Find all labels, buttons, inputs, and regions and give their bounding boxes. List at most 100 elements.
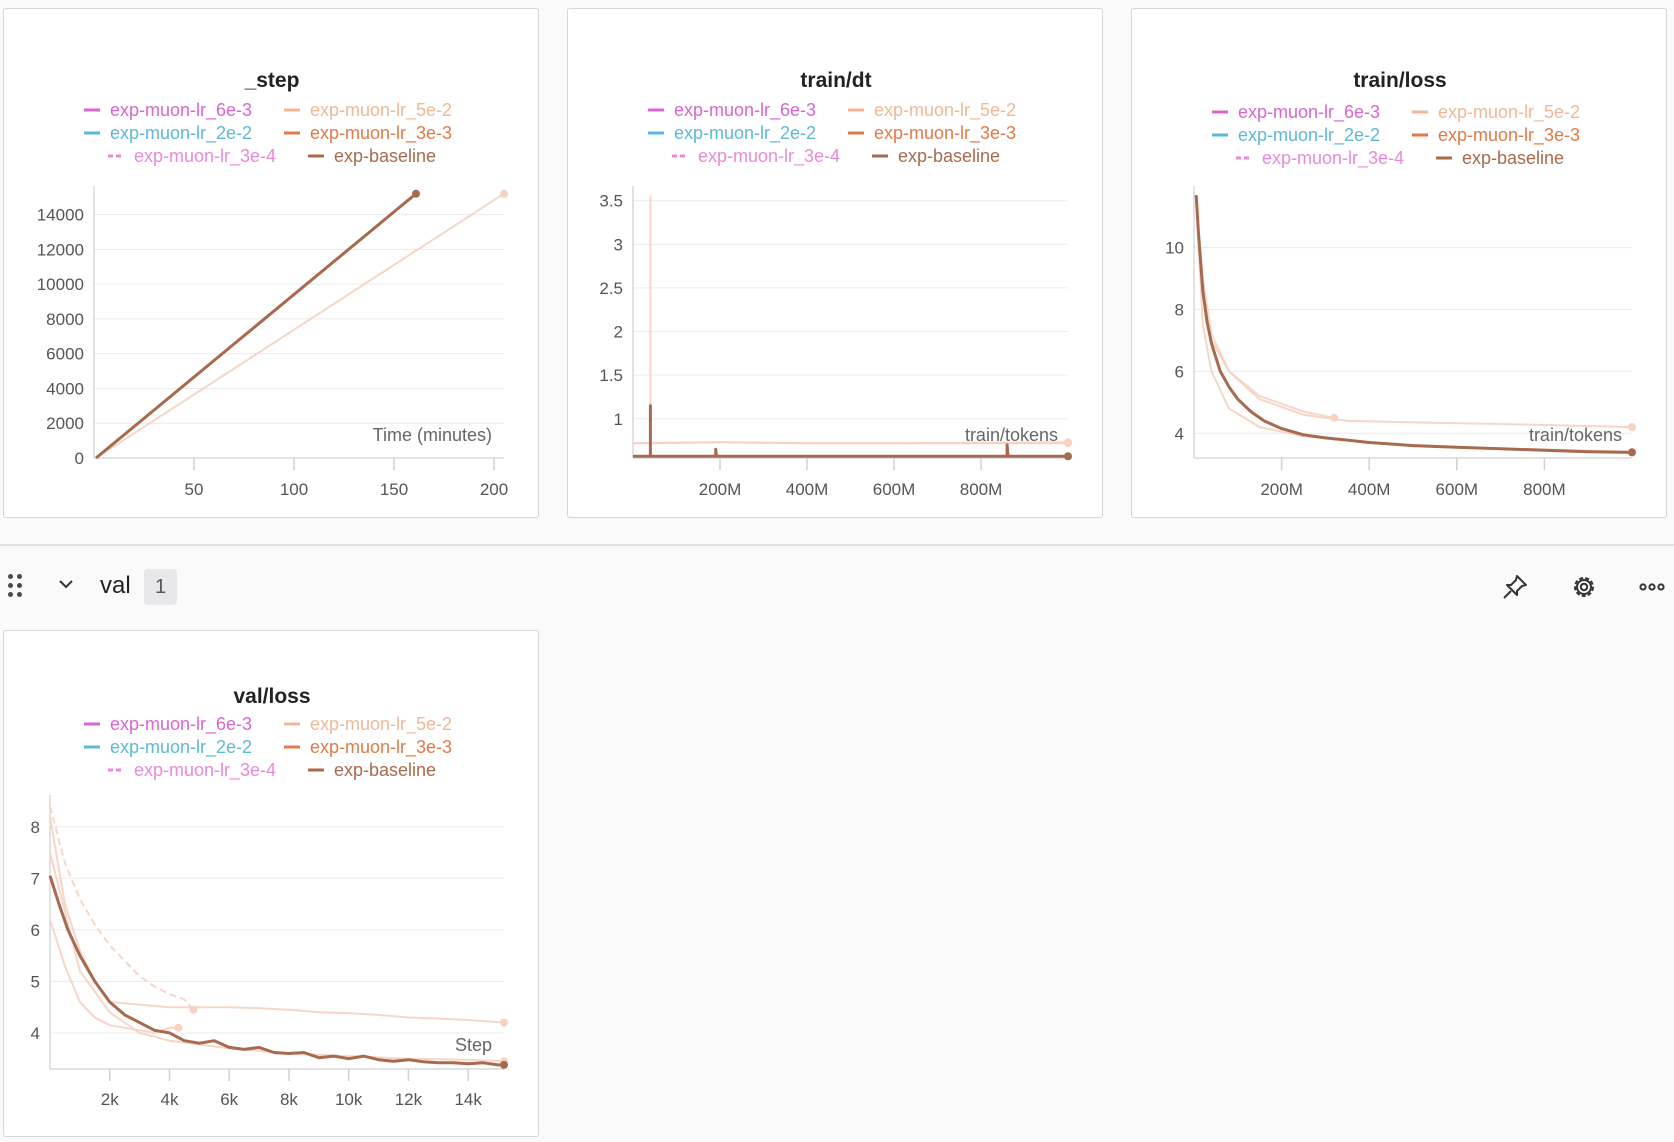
legend-item: exp-muon-lr_3e-4: [672, 146, 840, 167]
x-axis-label: Time (minutes): [373, 425, 492, 445]
series-end-point: [174, 1023, 183, 1032]
legend-item: exp-muon-lr_2e-2: [84, 123, 252, 144]
chart-panel-step[interactable]: _step exp-muon-lr_6e-3 exp-muon-lr_5e-2 exp…: [3, 8, 539, 518]
x-tick-label: 600M: [873, 480, 916, 499]
chart-val-loss: val/loss exp-muon-lr_6e-3 exp-muon-lr_5e-2…: [31, 685, 508, 1109]
x-tick-label: 100: [280, 480, 308, 499]
y-tick-label: 4000: [46, 379, 84, 398]
legend-label: exp-muon-lr_5e-2: [874, 100, 1016, 121]
legend-label: exp-muon-lr_6e-3: [110, 100, 252, 121]
legend-label: exp-muon-lr_2e-2: [674, 123, 816, 144]
x-tick-label: 10k: [335, 1090, 363, 1109]
chevron-down-icon[interactable]: [56, 574, 76, 594]
chart-panel-val-loss[interactable]: val/loss exp-muon-lr_6e-3 exp-muon-lr_5e-2…: [3, 630, 539, 1137]
x-tick-label: 800M: [1523, 480, 1566, 499]
x-tick-label: 8k: [280, 1090, 298, 1109]
legend-item: exp-muon-lr_2e-2: [84, 737, 252, 758]
series-end-point: [412, 189, 420, 198]
legend-item: exp-muon-lr_6e-3: [1212, 102, 1380, 123]
chart-train-dt: train/dt exp-muon-lr_6e-3 exp-muon-lr_5e-2…: [599, 69, 1072, 499]
series-line-exp-muon-lr_5e-2: [49, 816, 505, 1024]
x-tick-label: 2k: [101, 1090, 119, 1109]
chart-title: val/loss: [233, 685, 310, 708]
drag-handle-icon[interactable]: [8, 574, 24, 598]
y-tick-label: 4: [1175, 424, 1184, 443]
section-divider: [0, 544, 1674, 546]
legend-item: exp-muon-lr_3e-4: [108, 760, 276, 781]
chart-title: _step: [244, 69, 300, 92]
series-end-point: [1628, 448, 1636, 457]
y-tick-label: 2000: [46, 414, 84, 433]
legend-item: exp-muon-lr_6e-3: [84, 714, 252, 735]
y-tick-label: 2: [614, 323, 623, 342]
series-end-point: [1330, 413, 1339, 422]
y-tick-label: 6: [1175, 362, 1184, 381]
gear-icon[interactable]: [1569, 572, 1599, 602]
panel-count-badge: 1: [144, 569, 177, 605]
legend-item: exp-muon-lr_2e-2: [648, 123, 816, 144]
x-tick-label: 150: [380, 480, 408, 499]
x-tick-label: 200: [480, 480, 508, 499]
series-line-exp-muon-lr_6e-3: [49, 852, 505, 1063]
legend-item: exp-baseline: [308, 760, 436, 780]
legend-item: exp-muon-lr_6e-3: [648, 100, 816, 121]
section-title[interactable]: val: [100, 572, 131, 599]
legend-label: exp-muon-lr_5e-2: [1438, 102, 1580, 123]
legend-label: exp-muon-lr_2e-2: [110, 123, 252, 144]
legend-item: exp-muon-lr_5e-2: [284, 714, 452, 735]
y-tick-label: 0: [75, 449, 84, 468]
legend-item: exp-muon-lr_3e-4: [108, 146, 276, 167]
legend-label: exp-muon-lr_3e-4: [134, 146, 276, 167]
legend-item: exp-baseline: [872, 146, 1000, 166]
x-axis-label: train/tokens: [965, 425, 1058, 445]
series-line-exp-muon-lr_2e-2: [1195, 201, 1633, 453]
x-tick-label: 200M: [1260, 480, 1303, 499]
y-tick-label: 4: [31, 1024, 40, 1043]
legend-item: exp-baseline: [1436, 148, 1564, 168]
legend-label: exp-baseline: [1462, 148, 1564, 168]
chart-panel-train-dt[interactable]: train/dt exp-muon-lr_6e-3 exp-muon-lr_5e-2…: [567, 8, 1103, 518]
legend-label: exp-muon-lr_2e-2: [110, 737, 252, 758]
legend-label: exp-muon-lr_3e-4: [134, 760, 276, 781]
y-tick-label: 12000: [37, 240, 84, 259]
legend-label: exp-muon-lr_5e-2: [310, 714, 452, 735]
legend-label: exp-muon-lr_3e-3: [1438, 125, 1580, 146]
legend-label: exp-muon-lr_6e-3: [1238, 102, 1380, 123]
y-tick-label: 8: [1175, 301, 1184, 320]
chart-panel-train-loss[interactable]: train/loss exp-muon-lr_6e-3 exp-muon-lr_5e…: [1131, 8, 1667, 518]
series-line-exp-muon-lr_5e-2: [1195, 201, 1633, 429]
legend-item: exp-muon-lr_5e-2: [848, 100, 1016, 121]
legend-label: exp-muon-lr_2e-2: [1238, 125, 1380, 146]
y-tick-label: 5: [31, 972, 40, 991]
legend-item: exp-muon-lr_3e-3: [284, 123, 452, 144]
chart-step: _step exp-muon-lr_6e-3 exp-muon-lr_5e-2exp…: [37, 69, 508, 499]
legend-item: exp-muon-lr_3e-3: [1412, 125, 1580, 146]
more-icon[interactable]: [1637, 572, 1667, 602]
y-tick-label: 10000: [37, 275, 84, 294]
legend-item: exp-muon-lr_5e-2: [284, 100, 452, 121]
chart-title: train/dt: [800, 69, 871, 92]
legend-item: exp-muon-lr_5e-2: [1412, 102, 1580, 123]
legend-label: exp-muon-lr_3e-4: [1262, 148, 1404, 169]
section-header-val: val 1: [0, 566, 1674, 610]
x-tick-label: 50: [185, 480, 204, 499]
y-tick-label: 2.5: [599, 279, 623, 298]
x-tick-label: 4k: [160, 1090, 178, 1109]
series-end-point: [500, 1060, 508, 1069]
y-tick-label: 1: [614, 410, 623, 429]
x-tick-label: 600M: [1436, 480, 1479, 499]
y-tick-label: 3: [614, 235, 623, 254]
series-line-exp-muon-lr_5e-2: [95, 192, 505, 459]
series-line-exp-muon-lr_6e-3: [633, 195, 1068, 445]
y-tick-label: 7: [31, 869, 40, 888]
series-end-point: [1064, 438, 1072, 447]
y-tick-label: 1.5: [599, 366, 623, 385]
legend-item: exp-muon-lr_3e-3: [848, 123, 1016, 144]
chart-title: train/loss: [1353, 69, 1446, 92]
legend-label: exp-muon-lr_3e-3: [310, 123, 452, 144]
legend-item: exp-baseline: [308, 146, 436, 166]
series-line-exp-baseline: [1194, 195, 1633, 454]
pin-icon[interactable]: [1500, 572, 1530, 602]
legend-label: exp-muon-lr_5e-2: [310, 100, 452, 121]
legend-item: exp-muon-lr_3e-4: [1236, 148, 1404, 169]
